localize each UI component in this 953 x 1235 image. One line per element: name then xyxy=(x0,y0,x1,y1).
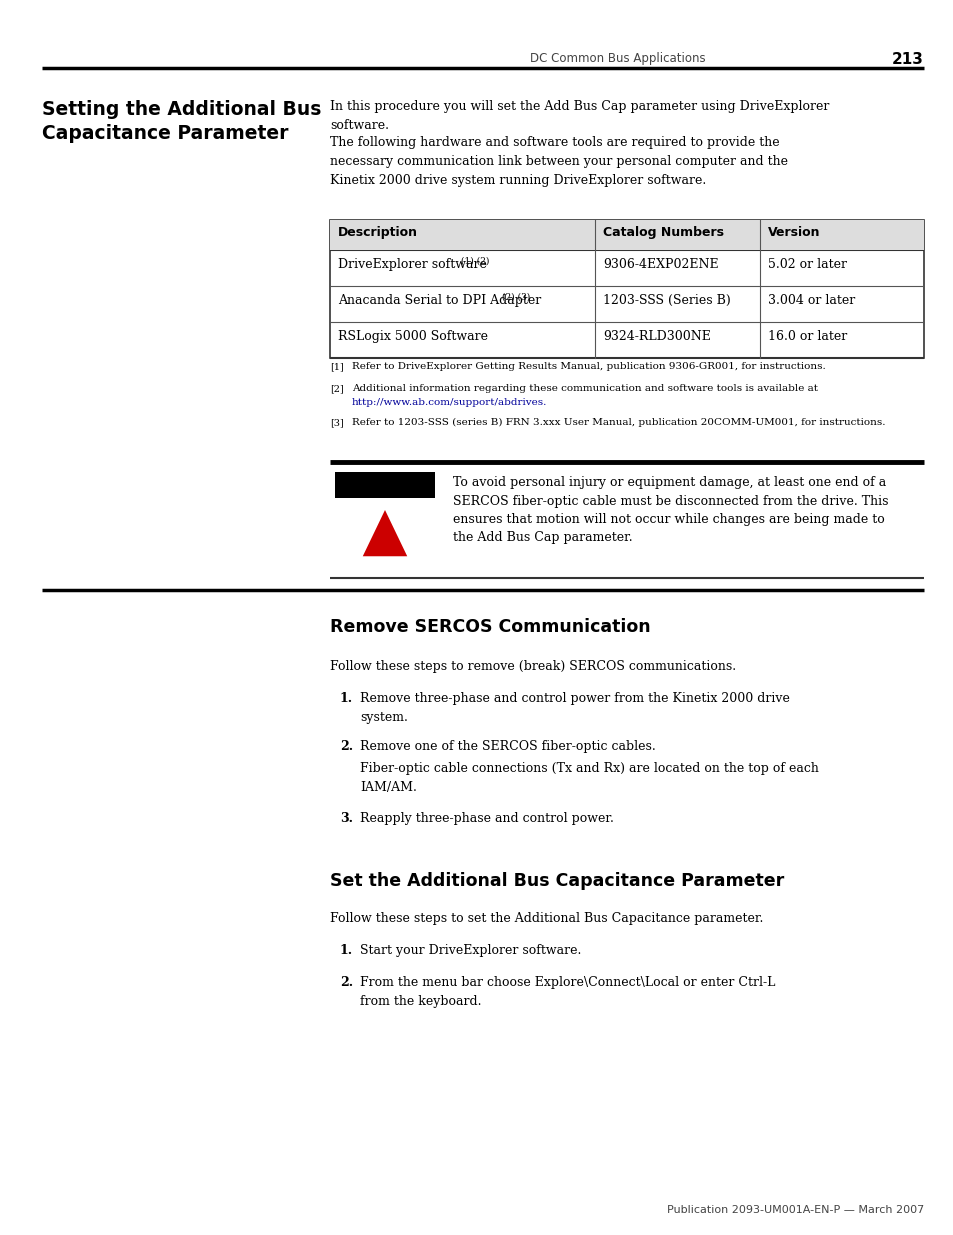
Text: Fiber-optic cable connections (Tx and Rx) are located on the top of each
IAM/AM.: Fiber-optic cable connections (Tx and Rx… xyxy=(359,762,818,794)
Text: 9324-RLD300NE: 9324-RLD300NE xyxy=(602,330,710,343)
Text: 1203-SSS (Series B): 1203-SSS (Series B) xyxy=(602,294,730,308)
Text: 3.: 3. xyxy=(339,811,353,825)
Text: The following hardware and software tools are required to provide the
necessary : The following hardware and software tool… xyxy=(330,136,787,186)
Text: 2.: 2. xyxy=(339,740,353,753)
Text: To avoid personal injury or equipment damage, at least one end of a
SERCOS fiber: To avoid personal injury or equipment da… xyxy=(453,475,887,545)
Text: Setting the Additional Bus: Setting the Additional Bus xyxy=(42,100,321,119)
Text: Capacitance Parameter: Capacitance Parameter xyxy=(42,124,288,143)
Text: Additional information regarding these communication and software tools is avail: Additional information regarding these c… xyxy=(352,384,817,393)
Text: 5.02 or later: 5.02 or later xyxy=(767,258,846,270)
Text: 213: 213 xyxy=(891,52,923,67)
Text: Version: Version xyxy=(767,226,820,240)
Text: 1.: 1. xyxy=(339,944,353,957)
Text: DC Common Bus Applications: DC Common Bus Applications xyxy=(530,52,705,65)
Bar xyxy=(335,472,435,498)
Polygon shape xyxy=(359,506,410,558)
Text: 9306-4EXP02ENE: 9306-4EXP02ENE xyxy=(602,258,718,270)
Text: !: ! xyxy=(379,513,391,536)
Text: Publication 2093-UM001A-EN-P — March 2007: Publication 2093-UM001A-EN-P — March 200… xyxy=(666,1205,923,1215)
Text: Remove one of the SERCOS fiber-optic cables.: Remove one of the SERCOS fiber-optic cab… xyxy=(359,740,655,753)
Text: [3]: [3] xyxy=(330,417,343,427)
Text: 16.0 or later: 16.0 or later xyxy=(767,330,846,343)
Text: Start your DriveExplorer software.: Start your DriveExplorer software. xyxy=(359,944,580,957)
Text: (1) (2): (1) (2) xyxy=(457,257,489,266)
Text: 2.: 2. xyxy=(339,976,353,989)
Text: Description: Description xyxy=(337,226,417,240)
Text: Reapply three-phase and control power.: Reapply three-phase and control power. xyxy=(359,811,613,825)
Text: Refer to 1203-SSS (series B) FRN 3.xxx User Manual, publication 20COMM-UM001, fo: Refer to 1203-SSS (series B) FRN 3.xxx U… xyxy=(352,417,884,427)
Text: Catalog Numbers: Catalog Numbers xyxy=(602,226,723,240)
Text: DriveExplorer software: DriveExplorer software xyxy=(337,258,491,270)
Text: Follow these steps to set the Additional Bus Capacitance parameter.: Follow these steps to set the Additional… xyxy=(330,911,762,925)
Text: ATTENTION: ATTENTION xyxy=(349,480,420,490)
Text: Refer to DriveExplorer Getting Results Manual, publication 9306-GR001, for instr: Refer to DriveExplorer Getting Results M… xyxy=(352,362,825,370)
Text: From the menu bar choose Explore\Connect\Local or enter Ctrl-L
from the keyboard: From the menu bar choose Explore\Connect… xyxy=(359,976,775,1008)
Text: RSLogix 5000 Software: RSLogix 5000 Software xyxy=(337,330,488,343)
Bar xyxy=(330,220,923,249)
Text: Set the Additional Bus Capacitance Parameter: Set the Additional Bus Capacitance Param… xyxy=(330,872,783,890)
Text: 3.004 or later: 3.004 or later xyxy=(767,294,854,308)
Text: Follow these steps to remove (break) SERCOS communications.: Follow these steps to remove (break) SER… xyxy=(330,659,736,673)
Text: http://www.ab.com/support/abdrives.: http://www.ab.com/support/abdrives. xyxy=(352,398,547,408)
Text: Anacanda Serial to DPI Adapter: Anacanda Serial to DPI Adapter xyxy=(337,294,545,308)
Text: [1]: [1] xyxy=(330,362,343,370)
Text: Remove SERCOS Communication: Remove SERCOS Communication xyxy=(330,618,650,636)
Bar xyxy=(330,220,923,358)
Text: In this procedure you will set the Add Bus Cap parameter using DriveExplorer
sof: In this procedure you will set the Add B… xyxy=(330,100,828,132)
Text: [2]: [2] xyxy=(330,384,343,393)
Text: (2) (3): (2) (3) xyxy=(498,293,530,303)
Text: Remove three-phase and control power from the Kinetix 2000 drive
system.: Remove three-phase and control power fro… xyxy=(359,692,789,724)
Text: 1.: 1. xyxy=(339,692,353,705)
